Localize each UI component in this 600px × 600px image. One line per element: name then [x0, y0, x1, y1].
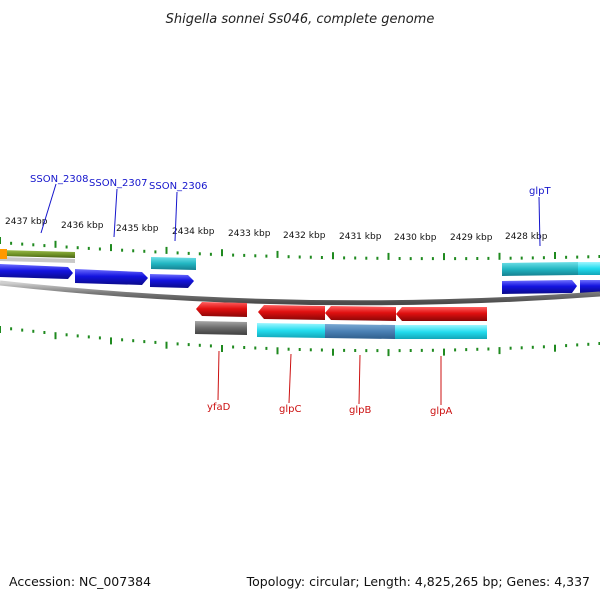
ruler-label: 2432 kbp	[283, 231, 326, 241]
ruler-label: 2428 kbp	[505, 232, 548, 242]
leader-line	[217, 350, 220, 401]
topology-text: Topology: circular; Length: 4,825,265 bp…	[246, 574, 590, 589]
gene-label-glpc[interactable]: glpC	[279, 404, 301, 415]
cds-arrow-glpc	[258, 305, 325, 320]
blast-band-glpb	[325, 324, 395, 339]
ruler-labels: 2437 kbp 2436 kbp 2435 kbp 2434 kbp 2433…	[5, 217, 548, 243]
genome-backbone	[0, 280, 600, 306]
gene-label-yfad[interactable]: yfaD	[207, 402, 231, 413]
accession-text: Accession: NC_007384	[9, 574, 151, 589]
reverse-cds-track	[196, 302, 487, 321]
ruler-label: 2435 kbp	[116, 224, 159, 234]
gene-label-glpa[interactable]: glpA	[430, 406, 452, 417]
olive-feature	[0, 250, 75, 258]
forward-misc-features	[0, 249, 600, 276]
cds-arrow-glpa	[396, 307, 487, 321]
leader-line	[40, 183, 57, 234]
rna-feature-glpt-right	[578, 262, 600, 275]
ruler-label: 2430 kbp	[394, 233, 437, 243]
leader-line	[538, 196, 541, 247]
gray-feature	[195, 321, 247, 335]
map-title: Shigella sonnei Ss046, complete genome	[166, 12, 435, 27]
cds-arrow-glpb	[325, 306, 396, 321]
ruler-ticks-outer	[0, 237, 600, 261]
gene-label-sson-2306[interactable]: SSON_2306	[149, 181, 208, 192]
ruler-label: 2437 kbp	[5, 217, 48, 227]
rna-feature-glpa	[395, 325, 487, 339]
cds-arrow-sson-2306	[150, 274, 194, 288]
rna-feature-glpc	[257, 323, 325, 338]
forward-cds-track	[0, 264, 600, 294]
cds-arrow-glpt	[502, 280, 577, 294]
cds-arrow-yfad	[196, 302, 247, 317]
ruler-ticks-inner	[0, 326, 600, 357]
ruler-label: 2431 kbp	[339, 232, 382, 242]
leader-line	[358, 354, 361, 405]
leader-line	[288, 353, 292, 404]
reverse-gene-labels: yfaD glpC glpB glpA	[207, 350, 452, 417]
orange-feature	[0, 249, 7, 259]
rna-feature-glpt	[502, 262, 578, 276]
ruler-label: 2434 kbp	[172, 227, 215, 237]
gene-label-glpt[interactable]: glpT	[529, 186, 551, 197]
cds-arrow-forward	[0, 264, 73, 279]
cds-arrow-sson-2307	[75, 269, 148, 285]
gene-label-glpb[interactable]: glpB	[349, 405, 371, 416]
ruler-label: 2429 kbp	[450, 233, 493, 243]
reverse-misc-features	[195, 321, 487, 339]
cds-arrow-forward-right	[580, 280, 600, 293]
light-gray-feature	[0, 257, 75, 263]
ruler-label: 2436 kbp	[61, 221, 104, 231]
rna-feature-sson-2306	[151, 257, 196, 270]
gene-label-sson-2307[interactable]: SSON_2307	[89, 178, 148, 189]
leader-line	[174, 191, 178, 242]
ruler-label: 2433 kbp	[228, 229, 271, 239]
forward-gene-labels: SSON_2308 SSON_2307 SSON_2306 glpT	[30, 174, 551, 247]
gene-label-sson-2308[interactable]: SSON_2308	[30, 174, 89, 185]
leader-line	[113, 188, 118, 238]
